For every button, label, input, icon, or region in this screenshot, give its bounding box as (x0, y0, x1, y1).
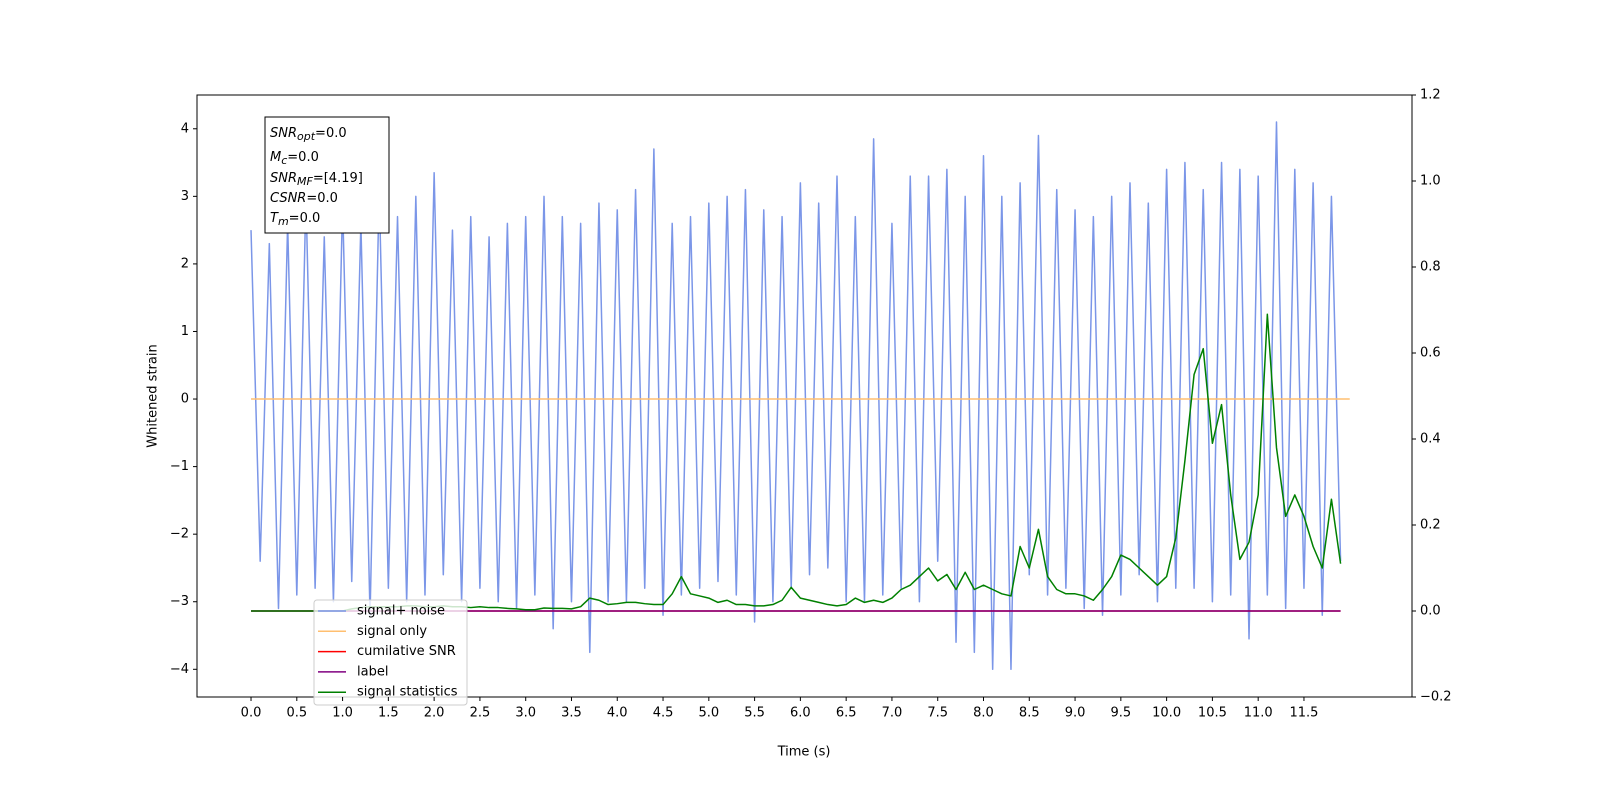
legend-label: signal+ noise (357, 604, 445, 619)
annotation-box (264, 116, 390, 234)
x-tick-label: 9.5 (1110, 706, 1131, 721)
legend-label: label (357, 664, 388, 679)
y2-tick-label: −0.2 (1420, 690, 1452, 705)
annotation-value: =[4.19] (313, 171, 363, 186)
y2-tick-label: 0.4 (1420, 432, 1441, 447)
x-tick-label: 4.0 (607, 706, 628, 721)
x-tick-label: 5.5 (744, 706, 765, 721)
x-tick-label: 3.5 (561, 706, 582, 721)
x-tick-label: 10.0 (1152, 706, 1181, 721)
y2-tick-label: 0.6 (1420, 346, 1441, 361)
annotation-name: T (270, 211, 279, 226)
annotation-line: SNRMF=[4.19] (270, 171, 363, 189)
annotation-line: SNRopt=0.0 (270, 126, 347, 144)
x-tick-label: 2.0 (424, 706, 445, 721)
annotation-name: SNR (270, 171, 297, 186)
legend: signal+ noise signal only cumilative SNR la… (318, 604, 458, 700)
y-tick-label: 0 (181, 392, 189, 407)
plot-area (197, 95, 1412, 697)
x-tick-label: 0.0 (241, 706, 262, 721)
y-tick-label: −3 (170, 594, 189, 609)
y2-tick-label: 1.0 (1420, 174, 1441, 189)
x-tick-label: 6.5 (836, 706, 857, 721)
y-tick-label: 2 (181, 256, 189, 271)
x-tick-label: 0.5 (286, 706, 307, 721)
x-tick-label: 7.0 (882, 706, 903, 721)
x-tick-label: 4.5 (653, 706, 674, 721)
legend-label: cumilative SNR (357, 644, 456, 659)
legend-label: signal statistics (357, 685, 458, 700)
annotation-line: Mc=0.0 (270, 150, 319, 168)
annotation: SNRopt=0.0Mc=0.0SNRMF=[4.19]CSNR=0.0Tm=0… (270, 126, 363, 229)
annotation-value: =0.0 (315, 126, 347, 141)
x-tick-label: 1.0 (332, 706, 353, 721)
y-tick-label: −2 (170, 527, 189, 542)
legend-label: signal only (357, 624, 427, 639)
legend-box (313, 599, 468, 706)
x-tick-label: 1.5 (378, 706, 399, 721)
annotation-line: CSNR=0.0 (270, 191, 338, 206)
annotation-subscript: opt (297, 130, 316, 143)
x-tick-label: 8.5 (1019, 706, 1040, 721)
y-tick-label: 4 (181, 121, 189, 136)
x-tick-label: 11.0 (1244, 706, 1273, 721)
x-tick-label: 10.5 (1198, 706, 1227, 721)
y-tick-label: −4 (170, 662, 189, 677)
x-tick-label: 5.0 (698, 706, 719, 721)
annotation-name: M (270, 150, 281, 165)
x-tick-label: 8.0 (973, 706, 994, 721)
annotation-subscript: m (278, 215, 289, 228)
y2-tick-label: 0.8 (1420, 260, 1441, 275)
annotation-value: =0.0 (289, 211, 321, 226)
x-tick-label: 9.0 (1065, 706, 1086, 721)
annotation-value: =0.0 (287, 150, 319, 165)
annotation-subscript: MF (297, 175, 313, 188)
annotation-name: SNR (270, 126, 297, 141)
y2-tick-label: 0.2 (1420, 518, 1441, 533)
annotation-subscript: c (281, 154, 287, 167)
series-line (250, 121, 1342, 671)
x-axis-label: Time (s) (777, 745, 831, 760)
x-tick-label: 7.5 (927, 706, 948, 721)
y2-tick-label: 1.2 (1420, 88, 1441, 103)
annotation-name: CSNR (270, 191, 306, 206)
y-tick-label: −1 (170, 459, 189, 474)
x-tick-label: 2.5 (470, 706, 491, 721)
y-tick-label: 3 (181, 189, 189, 204)
y2-tick-label: 0.0 (1420, 604, 1441, 619)
x-tick-label: 11.5 (1289, 706, 1318, 721)
x-tick-label: 3.0 (515, 706, 536, 721)
x-tick-label: 6.0 (790, 706, 811, 721)
plot-frame (196, 94, 1413, 698)
y-axis-label: Whitened strain (146, 344, 161, 447)
annotation-value: =0.0 (306, 191, 338, 206)
y-tick-label: 1 (181, 324, 189, 339)
annotation-line: Tm=0.0 (270, 211, 320, 229)
